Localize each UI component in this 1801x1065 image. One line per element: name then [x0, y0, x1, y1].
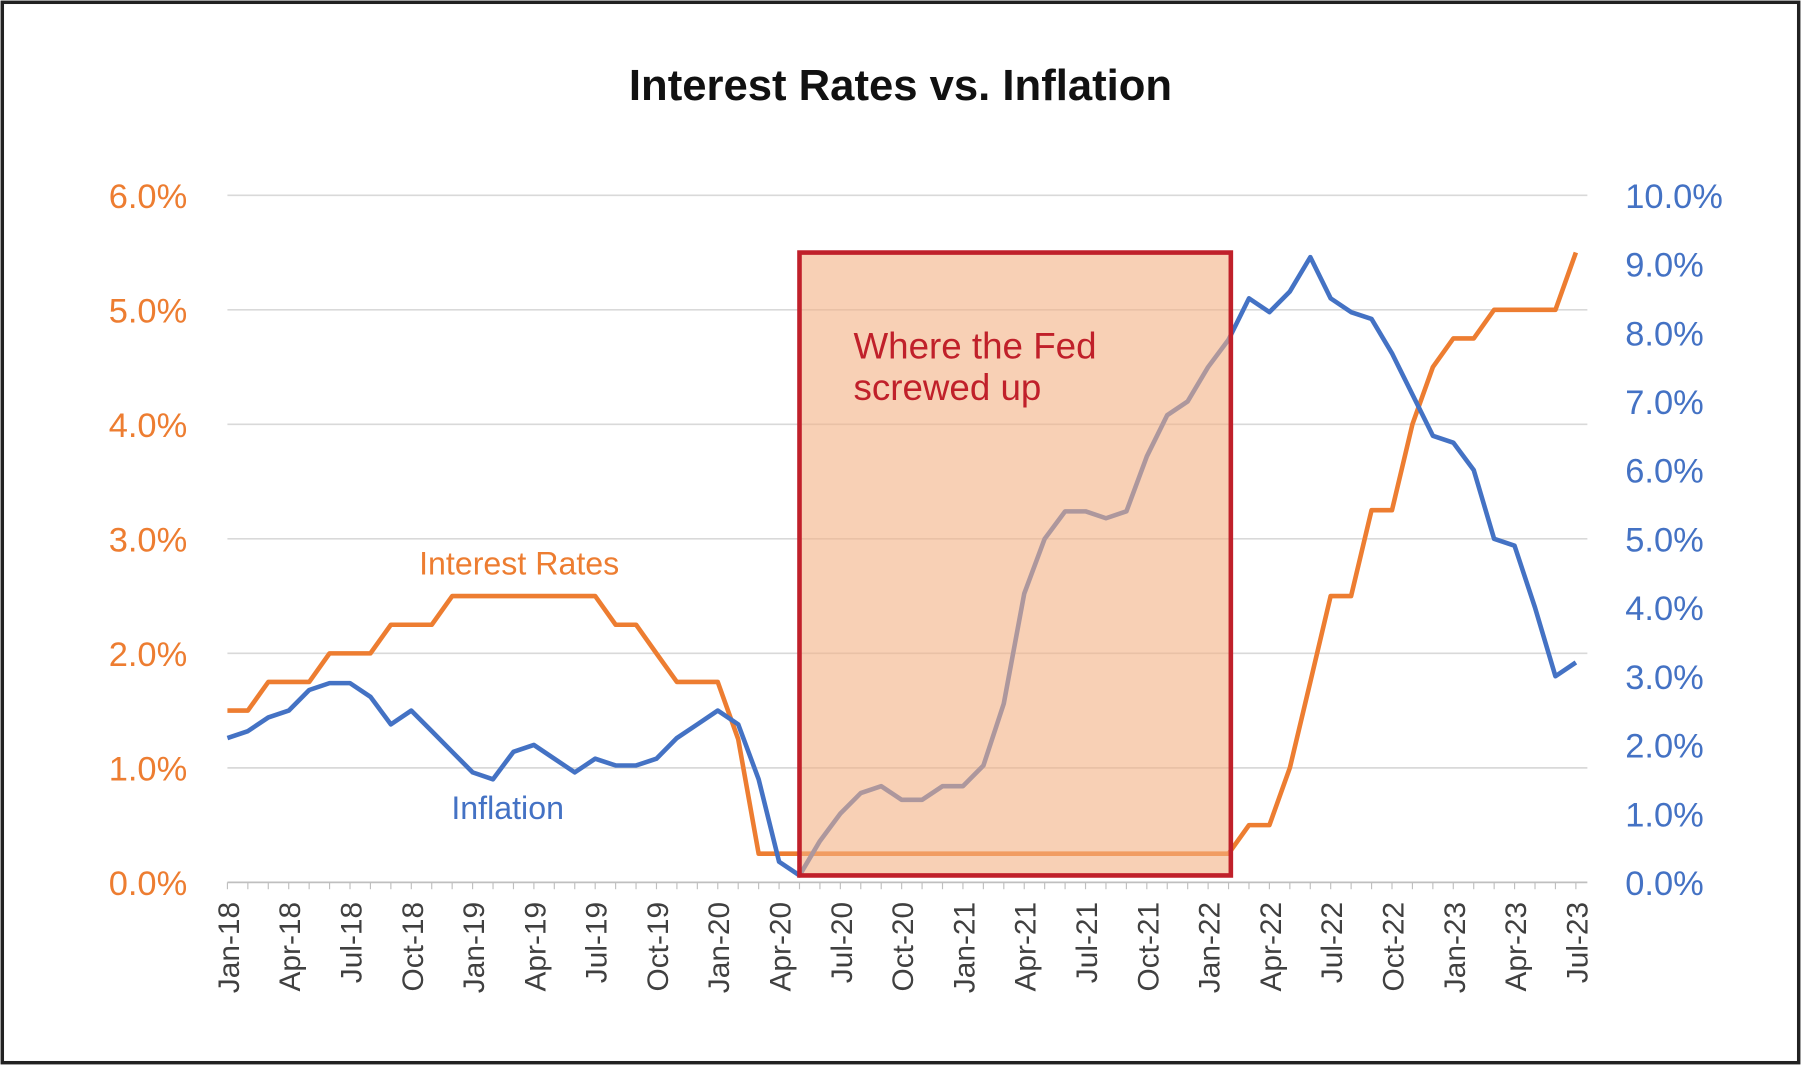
x-tick-label: Apr-19 — [519, 902, 552, 992]
x-tick-label: Jul-22 — [1316, 902, 1349, 983]
right-tick-label: 7.0% — [1625, 384, 1704, 422]
right-tick-label: 0.0% — [1625, 865, 1704, 903]
x-tick-label: Jan-18 — [213, 902, 246, 993]
annotation-text-line1: Where the Fed — [853, 325, 1096, 366]
x-tick-label: Apr-22 — [1255, 902, 1288, 992]
left-tick-label: 1.0% — [109, 750, 188, 788]
right-tick-label: 6.0% — [1625, 453, 1704, 491]
x-tick-label: Jul-21 — [1071, 902, 1104, 983]
x-tick-label: Jan-23 — [1439, 902, 1472, 993]
x-tick-label: Apr-18 — [274, 902, 307, 992]
chart-title: Interest Rates vs. Inflation — [629, 61, 1172, 110]
highlight-box — [797, 250, 1234, 878]
right-axis-ticks: 0.0% 1.0% 2.0% 3.0% 4.0% 5.0% 6.0% 7.0% 8.0% 9.0%… — [1625, 178, 1723, 903]
left-tick-label: 5.0% — [109, 292, 188, 330]
x-tick-label: Oct-21 — [1132, 902, 1165, 992]
x-tick-label: Oct-19 — [642, 902, 675, 992]
left-tick-label: 3.0% — [109, 521, 188, 559]
x-tick-label: Jan-21 — [948, 902, 981, 993]
x-tick-label: Jan-20 — [703, 902, 736, 993]
right-tick-label: 9.0% — [1625, 247, 1704, 285]
x-tick-label: Jan-19 — [458, 902, 491, 993]
series-label-interest-rates: Interest Rates — [419, 545, 619, 581]
x-tick-label: Jul-19 — [581, 902, 614, 983]
right-tick-label: 3.0% — [1625, 659, 1704, 697]
right-tick-label: 2.0% — [1625, 728, 1704, 766]
left-tick-label: 0.0% — [109, 865, 188, 903]
right-tick-label: 1.0% — [1625, 796, 1704, 834]
x-tick-label: Apr-21 — [1010, 902, 1043, 992]
left-tick-label: 6.0% — [109, 178, 188, 216]
right-tick-label: 10.0% — [1625, 178, 1723, 216]
annotation-text-line2: screwed up — [853, 367, 1041, 408]
x-tick-label: Oct-22 — [1377, 902, 1410, 992]
x-tick-label: Apr-23 — [1500, 902, 1533, 992]
x-tick-label: Oct-20 — [887, 902, 920, 992]
right-tick-label: 8.0% — [1625, 315, 1704, 353]
x-tick-label: Jul-18 — [335, 902, 368, 983]
right-tick-label: 5.0% — [1625, 521, 1704, 559]
x-tick-label: Jan-22 — [1194, 902, 1227, 993]
x-tick-label: Oct-18 — [397, 902, 430, 992]
x-tick-label: Jul-23 — [1561, 902, 1594, 983]
left-axis-ticks: 0.0% 1.0% 2.0% 3.0% 4.0% 5.0% 6.0% — [109, 178, 188, 903]
right-tick-label: 4.0% — [1625, 590, 1704, 628]
left-tick-label: 2.0% — [109, 636, 188, 674]
series-label-inflation: Inflation — [451, 790, 564, 826]
left-tick-label: 4.0% — [109, 407, 188, 445]
x-axis: Jan-18 Apr-18 Jul-18 Oct-18 Jan-19 Apr-19 Jul-… — [213, 881, 1594, 993]
x-tick-label: Apr-20 — [765, 902, 798, 992]
x-tick-label: Jul-20 — [826, 902, 859, 983]
